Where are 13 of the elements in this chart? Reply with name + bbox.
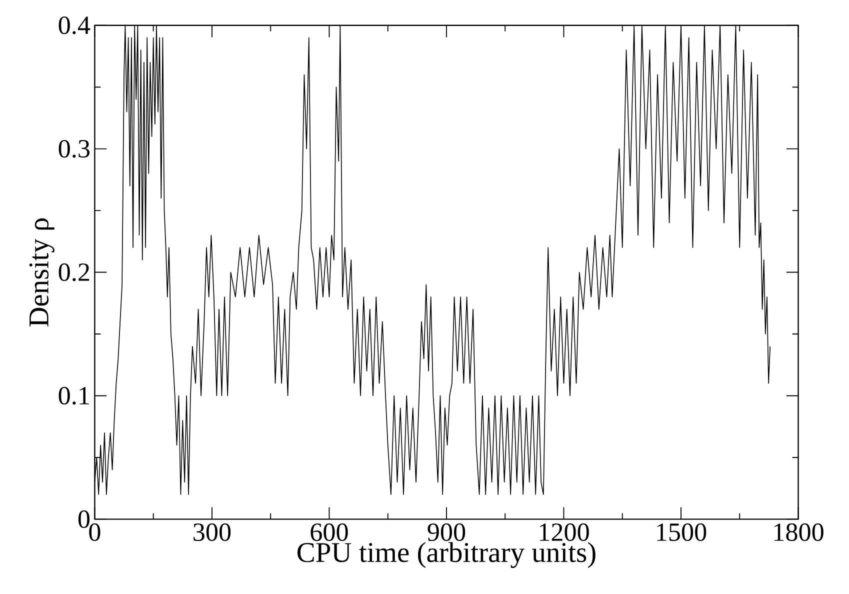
y-tick-label: 0.1 bbox=[58, 387, 89, 405]
x-tick-label: 600 bbox=[310, 524, 348, 542]
x-tick-label: 1500 bbox=[657, 524, 706, 542]
x-tick-label: 1800 bbox=[774, 524, 824, 542]
y-axis-title: Density ρ bbox=[29, 218, 54, 327]
y-tick-label: 0.3 bbox=[58, 140, 90, 158]
y-tick-label: 0.4 bbox=[58, 16, 90, 34]
y-tick-label: 0.2 bbox=[58, 264, 90, 282]
y-tick-label: 0 bbox=[78, 510, 90, 528]
x-tick-label: 900 bbox=[428, 524, 466, 542]
x-axis-title: CPU time (arbitrary units) bbox=[298, 542, 596, 568]
x-tick-label: 300 bbox=[194, 524, 231, 542]
x-tick-label: 1200 bbox=[540, 524, 589, 542]
